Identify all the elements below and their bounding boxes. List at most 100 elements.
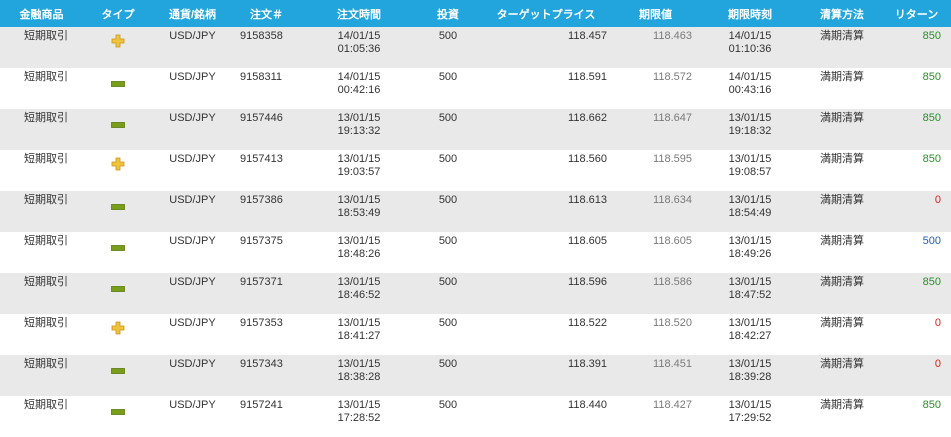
- pair-cell: USD/JPY: [153, 27, 232, 68]
- minus-icon: [111, 75, 125, 87]
- expiry-date: 13/01/15: [728, 235, 772, 247]
- product-cell: 短期取引: [0, 68, 83, 109]
- order-time-cell: 13/01/15 19:03:57: [301, 150, 417, 191]
- order-date: 13/01/15: [337, 399, 381, 411]
- order-time-cell: 14/01/15 01:05:36: [301, 27, 417, 68]
- expiry-value-cell: 118.586: [613, 273, 698, 314]
- pair-cell: USD/JPY: [153, 273, 232, 314]
- minus-icon: [111, 362, 125, 374]
- target-price-cell: 118.605: [479, 232, 613, 273]
- return-cell: 0: [882, 355, 951, 396]
- expiry-time-cell: 13/01/15 19:08:57: [698, 150, 802, 191]
- table-body: 短期取引 USD/JPY 9158358 14/01/15 01:05:36 5…: [0, 27, 951, 437]
- table-row: 短期取引 USD/JPY 9157413 13/01/15 19:03:57 5…: [0, 150, 951, 191]
- type-cell: [83, 109, 153, 150]
- expiry-value-cell: 118.427: [613, 396, 698, 437]
- expiry-clock: 19:18:32: [728, 125, 772, 137]
- order-clock: 17:28:52: [337, 412, 381, 424]
- minus-icon: [111, 280, 125, 292]
- settlement-method-cell: 満期清算: [802, 314, 882, 355]
- order-number-cell: 9157446: [232, 109, 301, 150]
- order-time-cell: 13/01/15 19:13:32: [301, 109, 417, 150]
- header-settlement-method: 清算方法: [802, 0, 882, 27]
- settlement-method-cell: 満期清算: [802, 396, 882, 437]
- order-clock: 00:42:16: [337, 84, 381, 96]
- table-row: 短期取引 USD/JPY 9158358 14/01/15 01:05:36 5…: [0, 27, 951, 68]
- investment-cell: 500: [417, 191, 479, 232]
- expiry-value-cell: 118.463: [613, 27, 698, 68]
- table-row: 短期取引 USD/JPY 9158311 14/01/15 00:42:16 5…: [0, 68, 951, 109]
- expiry-value-cell: 118.647: [613, 109, 698, 150]
- table-row: 短期取引 USD/JPY 9157371 13/01/15 18:46:52 5…: [0, 273, 951, 314]
- return-cell: 0: [882, 314, 951, 355]
- expiry-time-cell: 14/01/15 01:10:36: [698, 27, 802, 68]
- type-cell: [83, 355, 153, 396]
- expiry-date: 13/01/15: [728, 276, 772, 288]
- pair-cell: USD/JPY: [153, 232, 232, 273]
- target-price-cell: 118.522: [479, 314, 613, 355]
- investment-cell: 500: [417, 273, 479, 314]
- return-cell: 850: [882, 109, 951, 150]
- pair-cell: USD/JPY: [153, 68, 232, 109]
- order-clock: 18:53:49: [337, 207, 381, 219]
- expiry-time-cell: 13/01/15 18:39:28: [698, 355, 802, 396]
- order-time-cell: 14/01/15 00:42:16: [301, 68, 417, 109]
- target-price-cell: 118.560: [479, 150, 613, 191]
- type-cell: [83, 273, 153, 314]
- order-number-cell: 9158311: [232, 68, 301, 109]
- type-cell: [83, 191, 153, 232]
- expiry-date: 13/01/15: [728, 112, 772, 124]
- expiry-clock: 18:39:28: [728, 371, 772, 383]
- pair-cell: USD/JPY: [153, 396, 232, 437]
- order-number-cell: 9157371: [232, 273, 301, 314]
- order-time-cell: 13/01/15 17:28:52: [301, 396, 417, 437]
- investment-cell: 500: [417, 232, 479, 273]
- plus-icon: [111, 34, 125, 48]
- order-number-cell: 9157413: [232, 150, 301, 191]
- table-row: 短期取引 USD/JPY 9157446 13/01/15 19:13:32 5…: [0, 109, 951, 150]
- settlement-method-cell: 満期清算: [802, 109, 882, 150]
- type-cell: [83, 150, 153, 191]
- header-target-price: ターゲットプライス: [479, 0, 613, 27]
- pair-cell: USD/JPY: [153, 109, 232, 150]
- order-time-cell: 13/01/15 18:48:26: [301, 232, 417, 273]
- order-time-cell: 13/01/15 18:41:27: [301, 314, 417, 355]
- settlement-method-cell: 満期清算: [802, 150, 882, 191]
- expiry-date: 13/01/15: [728, 358, 772, 370]
- target-price-cell: 118.457: [479, 27, 613, 68]
- expiry-clock: 18:47:52: [728, 289, 772, 301]
- investment-cell: 500: [417, 68, 479, 109]
- target-price-cell: 118.440: [479, 396, 613, 437]
- order-number-cell: 9157343: [232, 355, 301, 396]
- return-cell: 850: [882, 273, 951, 314]
- expiry-date: 13/01/15: [728, 399, 772, 411]
- order-time-cell: 13/01/15 18:46:52: [301, 273, 417, 314]
- expiry-value-cell: 118.595: [613, 150, 698, 191]
- expiry-date: 13/01/15: [728, 317, 772, 329]
- expiry-time-cell: 13/01/15 18:47:52: [698, 273, 802, 314]
- order-time-cell: 13/01/15 18:53:49: [301, 191, 417, 232]
- order-clock: 01:05:36: [337, 43, 381, 55]
- expiry-time-cell: 13/01/15 19:18:32: [698, 109, 802, 150]
- return-cell: 500: [882, 232, 951, 273]
- order-clock: 18:48:26: [337, 248, 381, 260]
- order-time-cell: 13/01/15 18:38:28: [301, 355, 417, 396]
- order-date: 13/01/15: [337, 235, 381, 247]
- settlement-method-cell: 満期清算: [802, 27, 882, 68]
- header-expiry-time: 期限時刻: [698, 0, 802, 27]
- product-cell: 短期取引: [0, 355, 83, 396]
- settlement-method-cell: 満期清算: [802, 232, 882, 273]
- product-cell: 短期取引: [0, 232, 83, 273]
- header-investment: 投資: [417, 0, 479, 27]
- table-row: 短期取引 USD/JPY 9157386 13/01/15 18:53:49 5…: [0, 191, 951, 232]
- type-cell: [83, 27, 153, 68]
- expiry-clock: 18:54:49: [728, 207, 772, 219]
- type-cell: [83, 232, 153, 273]
- investment-cell: 500: [417, 355, 479, 396]
- expiry-date: 14/01/15: [728, 30, 772, 42]
- header-type: タイプ: [83, 0, 153, 27]
- minus-icon: [111, 403, 125, 415]
- product-cell: 短期取引: [0, 191, 83, 232]
- return-cell: 850: [882, 150, 951, 191]
